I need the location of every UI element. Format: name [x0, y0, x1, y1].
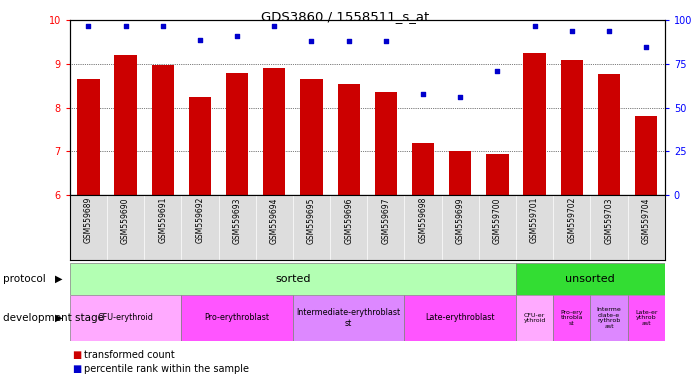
Text: CFU-er
ythroid: CFU-er ythroid: [523, 313, 546, 323]
Point: [306, 38, 317, 45]
Bar: [189, 97, 211, 195]
Bar: [449, 151, 471, 195]
Text: GSM559691: GSM559691: [158, 197, 167, 243]
Point: [231, 33, 243, 39]
Text: ▶: ▶: [55, 274, 62, 284]
Text: GSM559701: GSM559701: [530, 197, 539, 243]
Point: [194, 36, 205, 43]
Text: Late-erythroblast: Late-erythroblast: [426, 313, 495, 323]
Bar: [70, 263, 516, 295]
Text: GSM559697: GSM559697: [381, 197, 390, 243]
Point: [83, 23, 94, 29]
Text: GSM559703: GSM559703: [605, 197, 614, 243]
Bar: [77, 79, 100, 195]
Bar: [524, 53, 546, 195]
Bar: [70, 295, 181, 341]
Point: [641, 43, 652, 50]
Bar: [412, 142, 434, 195]
Text: unsorted: unsorted: [565, 274, 615, 284]
Text: Pro-ery
throbla
st: Pro-ery throbla st: [560, 310, 583, 326]
Text: transformed count: transformed count: [84, 350, 175, 360]
Text: GSM559694: GSM559694: [269, 197, 278, 243]
Bar: [486, 154, 509, 195]
Point: [455, 94, 466, 100]
Bar: [263, 68, 285, 195]
Text: Late-er
ythrob
ast: Late-er ythrob ast: [635, 310, 657, 326]
Text: Pro-erythroblast: Pro-erythroblast: [205, 313, 269, 323]
Text: GSM559689: GSM559689: [84, 197, 93, 243]
Bar: [516, 263, 665, 295]
Point: [566, 28, 577, 34]
Text: GSM559696: GSM559696: [344, 197, 353, 243]
Bar: [635, 116, 657, 195]
Text: GSM559704: GSM559704: [642, 197, 651, 243]
Text: GDS3860 / 1558511_s_at: GDS3860 / 1558511_s_at: [261, 10, 430, 23]
Text: GSM559699: GSM559699: [456, 197, 465, 243]
Bar: [627, 295, 665, 341]
Text: GSM559690: GSM559690: [121, 197, 130, 243]
Bar: [115, 55, 137, 195]
Bar: [553, 295, 590, 341]
Bar: [516, 295, 553, 341]
Bar: [181, 295, 293, 341]
Point: [343, 38, 354, 45]
Point: [603, 28, 614, 34]
Text: GSM559702: GSM559702: [567, 197, 576, 243]
Text: protocol: protocol: [3, 274, 46, 284]
Bar: [337, 84, 360, 195]
Text: Interme
diate-e
rythrob
ast: Interme diate-e rythrob ast: [596, 307, 621, 329]
Text: ■: ■: [73, 350, 82, 360]
Bar: [590, 295, 627, 341]
Bar: [301, 79, 323, 195]
Text: ▶: ▶: [55, 313, 62, 323]
Bar: [375, 93, 397, 195]
Text: GSM559700: GSM559700: [493, 197, 502, 243]
Bar: [404, 295, 516, 341]
Text: GSM559698: GSM559698: [419, 197, 428, 243]
Text: percentile rank within the sample: percentile rank within the sample: [84, 364, 249, 374]
Text: development stage: development stage: [3, 313, 104, 323]
Text: sorted: sorted: [275, 274, 311, 284]
Text: CFU-erythroid: CFU-erythroid: [97, 313, 153, 323]
Text: GSM559695: GSM559695: [307, 197, 316, 243]
Point: [492, 68, 503, 74]
Text: ■: ■: [73, 364, 82, 374]
Bar: [226, 73, 248, 195]
Point: [380, 38, 391, 45]
Bar: [560, 60, 583, 195]
Text: GSM559692: GSM559692: [196, 197, 205, 243]
Bar: [293, 295, 404, 341]
Point: [120, 23, 131, 29]
Point: [158, 23, 169, 29]
Point: [417, 91, 428, 97]
Point: [269, 23, 280, 29]
Bar: [598, 74, 620, 195]
Point: [529, 23, 540, 29]
Bar: [151, 65, 174, 195]
Text: Intermediate-erythroblast
st: Intermediate-erythroblast st: [296, 308, 401, 328]
Text: GSM559693: GSM559693: [233, 197, 242, 243]
